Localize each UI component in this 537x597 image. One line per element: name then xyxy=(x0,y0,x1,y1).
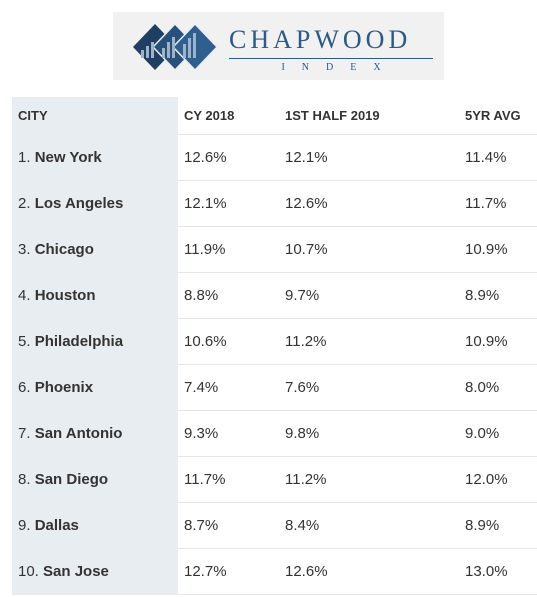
logo-wordmark: CHAPWOOD xyxy=(229,25,412,54)
cy2018-cell: 11.7% xyxy=(178,456,279,503)
cy2018-cell: 10.6% xyxy=(178,318,279,365)
city-cell: 10. San Jose xyxy=(12,548,178,595)
avg5yr-cell: 8.9% xyxy=(459,502,537,549)
cy2018-cell: 9.3% xyxy=(178,410,279,457)
city-name: Philadelphia xyxy=(34,333,124,350)
city-rank: 9. xyxy=(18,517,31,534)
city-rank: 7. xyxy=(18,425,31,442)
cy2018-cell: 8.7% xyxy=(178,502,279,549)
cy2018-cell: 11.9% xyxy=(178,226,279,273)
table-row: 5. Philadelphia 10.6% 11.2% 10.9% xyxy=(12,318,537,365)
half2019-cell: 8.4% xyxy=(279,502,459,549)
table-row: 1. New York 12.6% 12.1% 11.4% xyxy=(12,134,537,181)
half2019-cell: 7.6% xyxy=(279,364,459,411)
half2019-cell: 12.1% xyxy=(279,134,459,181)
table-row: 10. San Jose 12.7% 12.6% 13.0% xyxy=(12,548,537,595)
city-cell: 6. Phoenix xyxy=(12,364,178,411)
half2019-cell: 12.6% xyxy=(279,180,459,227)
table-row: 6. Phoenix 7.4% 7.6% 8.0% xyxy=(12,364,537,411)
avg5yr-cell: 8.9% xyxy=(459,272,537,319)
city-rank: 6. xyxy=(18,379,31,396)
header-half2019: 1ST HALF 2019 xyxy=(279,97,459,135)
city-name: Houston xyxy=(34,287,96,304)
city-cell: 8. San Diego xyxy=(12,456,178,503)
avg5yr-cell: 12.0% xyxy=(459,456,537,503)
city-cell: 2. Los Angeles xyxy=(12,180,178,227)
avg5yr-cell: 11.4% xyxy=(459,134,537,181)
table-row: 9. Dallas 8.7% 8.4% 8.9% xyxy=(12,502,537,549)
city-cell: 7. San Antonio xyxy=(12,410,178,457)
half2019-cell: 11.2% xyxy=(279,456,459,503)
half2019-cell: 12.6% xyxy=(279,548,459,595)
city-rank: 5. xyxy=(18,333,31,350)
cy2018-cell: 12.1% xyxy=(178,180,279,227)
cy2018-cell: 12.7% xyxy=(178,548,279,595)
avg5yr-cell: 10.9% xyxy=(459,226,537,273)
city-cell: 3. Chicago xyxy=(12,226,178,273)
half2019-cell: 9.7% xyxy=(279,272,459,319)
header-cy2018: CY 2018 xyxy=(178,97,279,135)
half2019-cell: 9.8% xyxy=(279,410,459,457)
city-cell: 1. New York xyxy=(12,134,178,181)
city-name: Chicago xyxy=(34,241,94,258)
city-name: Los Angeles xyxy=(34,195,124,212)
half2019-cell: 10.7% xyxy=(279,226,459,273)
table-row: 2. Los Angeles 12.1% 12.6% 11.7% xyxy=(12,180,537,227)
table-row: 3. Chicago 11.9% 10.7% 10.9% xyxy=(12,226,537,273)
city-name: San Jose xyxy=(43,563,109,580)
header-city: CITY xyxy=(12,97,178,135)
table-row: 8. San Diego 11.7% 11.2% 12.0% xyxy=(12,456,537,503)
city-name: New York xyxy=(34,149,102,166)
chapwood-logo: CHAPWOOD INDEX xyxy=(113,12,444,80)
half2019-cell: 11.2% xyxy=(279,318,459,365)
avg5yr-cell: 13.0% xyxy=(459,548,537,595)
city-cell: 9. Dallas xyxy=(12,502,178,549)
avg5yr-cell: 11.7% xyxy=(459,180,537,227)
chapwood-diamonds-icon xyxy=(133,24,219,70)
city-name: San Antonio xyxy=(34,425,123,442)
avg5yr-cell: 10.9% xyxy=(459,318,537,365)
city-rank: 8. xyxy=(18,471,31,488)
logo-divider xyxy=(229,58,433,59)
table-body: 1. New York 12.6% 12.1% 11.4% 2. Los Angeles… xyxy=(12,134,537,595)
city-cell: 4. Houston xyxy=(12,272,178,319)
city-rank: 1. xyxy=(18,149,31,166)
table-row: 4. Houston 8.8% 9.7% 8.9% xyxy=(12,272,537,319)
cy2018-cell: 8.8% xyxy=(178,272,279,319)
city-name: Dallas xyxy=(34,517,79,534)
city-rank: 2. xyxy=(18,195,31,212)
city-name: San Diego xyxy=(34,471,109,488)
cy2018-cell: 7.4% xyxy=(178,364,279,411)
city-rank: 4. xyxy=(18,287,31,304)
header-5yr-avg: 5YR AVG xyxy=(459,97,537,135)
avg5yr-cell: 8.0% xyxy=(459,364,537,411)
table-row: 7. San Antonio 9.3% 9.8% 9.0% xyxy=(12,410,537,457)
city-name: Phoenix xyxy=(34,379,94,396)
city-cell: 5. Philadelphia xyxy=(12,318,178,365)
city-rank: 10. xyxy=(18,563,39,580)
cy2018-cell: 12.6% xyxy=(178,134,279,181)
avg5yr-cell: 9.0% xyxy=(459,410,537,457)
city-inflation-table: CITY CY 2018 1ST HALF 2019 5YR AVG 1. Ne… xyxy=(12,97,537,595)
table-header-row: CITY CY 2018 1ST HALF 2019 5YR AVG xyxy=(12,97,537,135)
city-rank: 3. xyxy=(18,241,31,258)
logo-subtitle: INDEX xyxy=(281,62,398,73)
